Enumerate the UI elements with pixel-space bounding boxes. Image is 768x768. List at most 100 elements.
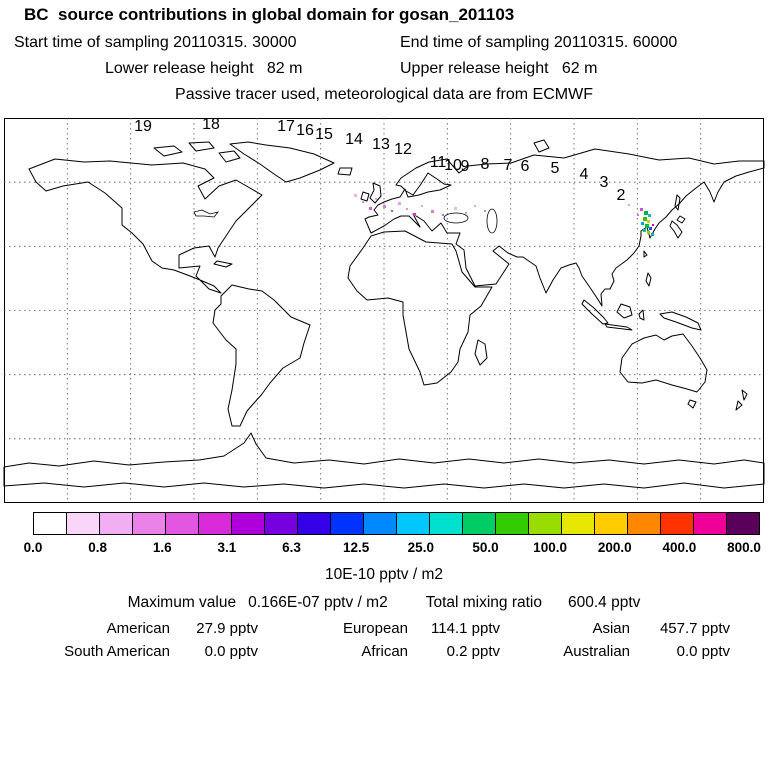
concentration-dot	[637, 214, 639, 216]
colorbar-tick: 0.0	[23, 540, 43, 555]
british-isles-outline	[360, 182, 382, 204]
region-value: 457.7 pptv	[659, 620, 730, 637]
lower-release-height-label: Lower release height 82 m	[105, 60, 303, 77]
concentration-dot	[375, 198, 377, 200]
colorbar-tick: 100.0	[533, 540, 567, 555]
madagascar-outline	[474, 339, 488, 366]
colorbar-tick: 1.6	[152, 540, 172, 555]
trajectory-day-label: 2	[617, 187, 626, 204]
colorbar-tick: 400.0	[662, 540, 697, 555]
concentration-dot	[354, 194, 357, 197]
continent-outlines	[3, 139, 765, 489]
concentration-dot	[431, 210, 434, 213]
stats-summary-line: Maximum value 0.166E-07 pptv / m2 Total …	[0, 594, 768, 612]
colorbar-segment	[199, 513, 232, 534]
colorbar-segment	[232, 513, 265, 534]
colorbar-segment	[166, 513, 199, 534]
southeast-asia-islands-outline	[581, 250, 702, 331]
iceland-outline	[337, 167, 353, 176]
trajectory-day-label: 14	[345, 131, 363, 148]
concentration-dot	[643, 217, 647, 221]
colorbar-tick: 6.3	[282, 540, 301, 555]
colorbar-segment	[661, 513, 694, 534]
concentration-dot	[484, 210, 486, 212]
colorbar-tick: 200.0	[597, 540, 632, 555]
total-ratio-label: Total mixing ratio	[425, 594, 542, 611]
concentration-dots	[354, 194, 654, 236]
black-sea-outline	[443, 212, 469, 224]
concentration-dot	[647, 231, 650, 234]
concentration-dot	[406, 208, 408, 210]
concentration-dot	[643, 229, 646, 232]
max-value-label: Maximum value	[127, 594, 237, 611]
colorbar-tick: 3.1	[217, 540, 237, 555]
concentration-dot	[465, 212, 467, 214]
concentration-dot	[398, 202, 401, 205]
max-value: 0.166E-07 pptv / m2	[248, 594, 388, 611]
region-label: European	[342, 620, 408, 637]
trajectory-day-label: 6	[521, 158, 530, 175]
region-contributions-table: American 27.9 pptv European 114.1 pptv Asian…	[50, 620, 730, 660]
trajectory-day-label: 7	[504, 157, 513, 174]
trajectory-day-label: 4	[580, 166, 589, 183]
concentration-dot	[391, 210, 393, 212]
north-america-outline	[28, 158, 263, 294]
new-zealand-outline	[735, 389, 748, 411]
trajectory-day-label: 19	[134, 118, 152, 135]
trajectory-day-label: 13	[372, 136, 390, 153]
concentration-dot	[421, 205, 423, 207]
concentration-dot	[647, 220, 650, 223]
trajectory-day-label: 5	[551, 160, 560, 177]
colorbar-segment	[34, 513, 67, 534]
colorbar-segment	[628, 513, 661, 534]
colorbar-segment	[430, 513, 463, 534]
colorbar-segment	[694, 513, 727, 534]
concentration-dot	[618, 198, 620, 200]
colorbar-segment	[133, 513, 166, 534]
colorbar	[33, 512, 760, 535]
colorbar-segment	[595, 513, 628, 534]
concentration-dot	[640, 208, 643, 211]
trajectory-day-label: 17	[277, 118, 295, 135]
region-value: 27.9 pptv	[196, 620, 258, 637]
antarctica-outline	[3, 432, 765, 489]
eurasia-outline	[364, 148, 765, 307]
concentration-dot	[645, 224, 649, 228]
concentration-dot	[362, 201, 364, 203]
australia-outline	[619, 333, 708, 409]
trajectory-day-label: 18	[202, 116, 220, 133]
colorbar-segment	[727, 513, 759, 534]
colorbar-segment	[463, 513, 496, 534]
end-time-label: End time of sampling 20110315. 60000	[400, 34, 678, 51]
japan-outline	[669, 194, 686, 239]
colorbar-tick: 50.0	[472, 540, 499, 555]
concentration-dot	[641, 222, 644, 225]
south-america-outline	[212, 284, 311, 427]
colorbar-segment	[364, 513, 397, 534]
concentration-dot	[644, 211, 648, 215]
concentration-dot	[383, 205, 386, 208]
colorbar-segment	[562, 513, 595, 534]
concentration-dot	[649, 227, 652, 230]
colorbar-unit-label: 10E-10 pptv / m2	[324, 566, 444, 583]
colorbar-segment	[397, 513, 430, 534]
trajectory-day-label: 15	[315, 126, 333, 143]
region-label: Asian	[592, 620, 630, 637]
colorbar-segment	[265, 513, 298, 534]
great-lakes-outline	[193, 209, 220, 218]
trajectory-day-label: 16	[296, 122, 314, 139]
arctic-islands-outline	[153, 139, 550, 163]
trajectory-day-label: 11	[430, 154, 447, 171]
colorbar-tick: 800.0	[727, 540, 761, 555]
trajectory-day-label: 9	[461, 158, 470, 175]
region-label: South American	[64, 643, 170, 660]
world-map: 19 18 17 16 15 14 13 12 11 10 9 8 7 6 5 4 3 2	[3, 116, 765, 503]
region-label: African	[361, 643, 408, 660]
greenland-outline	[229, 141, 335, 183]
concentration-dot	[369, 207, 372, 210]
colorbar-segment	[529, 513, 562, 534]
total-ratio-value: 600.4 pptv	[568, 594, 641, 611]
region-value: 0.2 pptv	[446, 643, 500, 660]
colorbar-segment	[331, 513, 364, 534]
